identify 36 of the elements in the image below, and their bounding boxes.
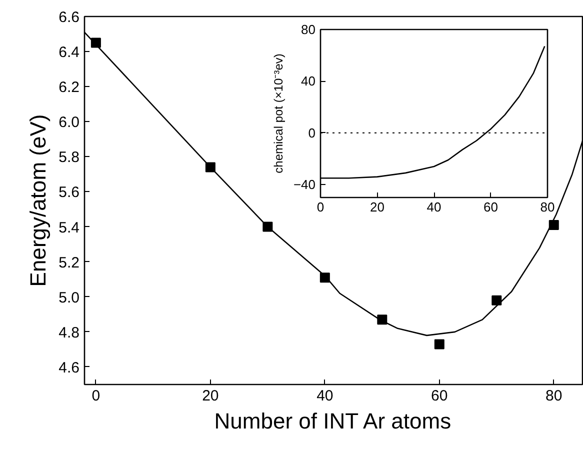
- x-tick-label: 40: [316, 388, 334, 404]
- point: [548, 220, 559, 230]
- y-tick-label: 6.0: [58, 114, 80, 132]
- point: [434, 339, 444, 350]
- y-tick-label: 4.6: [58, 359, 80, 376]
- point: [90, 38, 101, 48]
- y-axis-title: Energy/atom (eV): [26, 114, 51, 287]
- line-series: [320, 46, 546, 179]
- x-tick-label: 0: [92, 388, 100, 404]
- y-tick-label: 4.8: [58, 324, 80, 342]
- point: [492, 295, 502, 306]
- y-tick-label: −40: [293, 177, 316, 192]
- y-tick-label: 5.6: [58, 184, 80, 202]
- x-tick-label: 20: [370, 200, 384, 214]
- y-tick-label: 6.6: [58, 9, 80, 26]
- point: [320, 272, 330, 283]
- x-tick-label: 80: [546, 388, 562, 404]
- x-tick-label: 60: [484, 200, 498, 214]
- y-tick-label: 5.2: [58, 254, 80, 272]
- y-tick-label: 5.8: [58, 149, 80, 166]
- x-tick-label: 40: [426, 200, 442, 214]
- x-tick-label: 20: [202, 388, 219, 404]
- point: [205, 162, 216, 172]
- point: [377, 314, 388, 325]
- y-tick-label: 6.4: [58, 44, 80, 62]
- y-axis-title: chemical pot (×10⁻³ev): [271, 54, 286, 174]
- x-tick-label: 80: [540, 200, 555, 214]
- y-tick-label: 5.0: [58, 289, 80, 306]
- y-tick-label: 5.4: [58, 219, 80, 236]
- x-axis-title: Number of INT Ar atoms: [214, 408, 452, 434]
- y-tick-label: 40: [301, 74, 316, 89]
- y-tick-label: 6.2: [58, 79, 80, 96]
- y-tick-label: 0: [308, 125, 316, 140]
- y-tick-label: 80: [301, 22, 316, 37]
- x-tick-label: 60: [431, 388, 448, 404]
- point: [262, 222, 273, 232]
